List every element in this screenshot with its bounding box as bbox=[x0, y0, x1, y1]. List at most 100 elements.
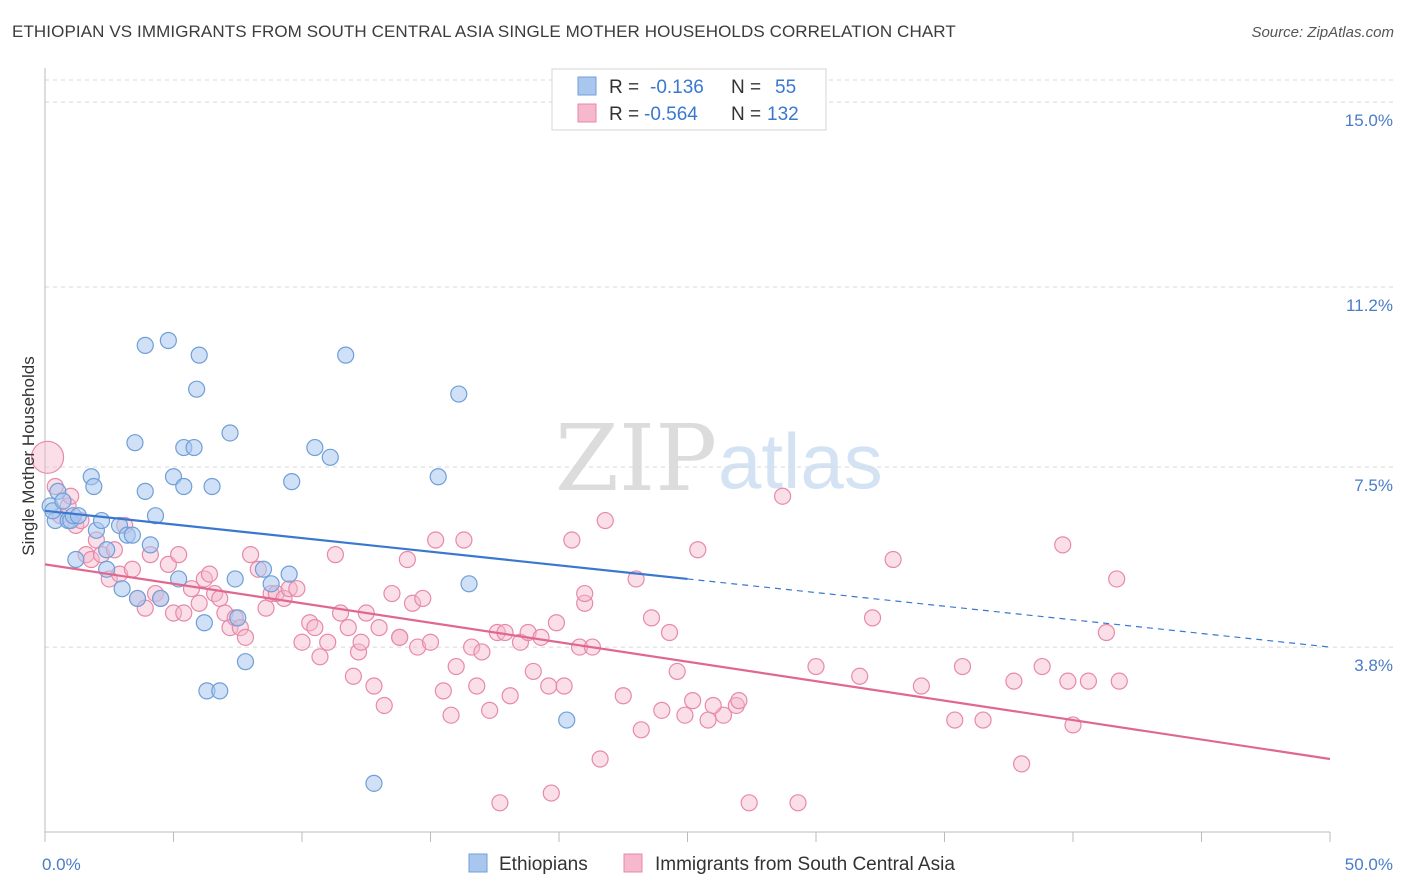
point-immigrants bbox=[576, 584, 594, 603]
point-immigrants bbox=[591, 750, 609, 768]
point-immigrants bbox=[288, 580, 306, 598]
point-immigrants bbox=[200, 565, 219, 583]
point-immigrants bbox=[946, 711, 964, 729]
point-ethiopians bbox=[67, 550, 85, 569]
point-ethiopians bbox=[226, 570, 244, 588]
point-immigrants bbox=[236, 628, 255, 646]
point-immigrants bbox=[1033, 657, 1051, 676]
point-immigrants bbox=[532, 628, 550, 646]
point-ethiopians bbox=[126, 434, 144, 452]
legend-n-label-ethiopians: N = bbox=[731, 77, 761, 98]
point-immigrants bbox=[383, 584, 401, 603]
point-immigrants bbox=[704, 696, 722, 715]
point-immigrants bbox=[427, 531, 445, 549]
point-ethiopians bbox=[460, 575, 478, 593]
point-immigrants bbox=[1012, 755, 1031, 773]
point-immigrants bbox=[293, 633, 311, 651]
legend-swatch-ethiopians bbox=[577, 76, 597, 96]
point-immigrants bbox=[211, 589, 229, 608]
point-ethiopians bbox=[211, 682, 229, 700]
legend-n-value-immigrants: 132 bbox=[767, 104, 799, 125]
point-immigrants bbox=[1110, 672, 1128, 690]
legend-swatch-immigrants bbox=[577, 103, 597, 123]
point-immigrants bbox=[863, 609, 882, 627]
point-immigrants bbox=[370, 619, 388, 637]
point-immigrants bbox=[344, 667, 362, 685]
point-immigrants bbox=[442, 706, 460, 724]
point-ethiopians bbox=[306, 438, 324, 457]
watermark-zip: ZIP bbox=[555, 405, 717, 512]
point-immigrants bbox=[676, 706, 694, 724]
point-ethiopians bbox=[188, 380, 206, 398]
point-ethiopians bbox=[450, 385, 468, 403]
point-immigrants bbox=[1097, 623, 1116, 642]
point-ethiopians bbox=[113, 580, 131, 598]
point-ethiopians bbox=[92, 511, 111, 530]
point-immigrants bbox=[851, 667, 869, 685]
point-immigrants bbox=[481, 701, 499, 719]
point-ethiopians bbox=[236, 653, 255, 671]
point-immigrants bbox=[740, 794, 758, 812]
point-immigrants bbox=[421, 633, 440, 651]
point-ethiopians bbox=[262, 575, 280, 593]
point-immigrants bbox=[319, 633, 337, 651]
point-immigrants bbox=[403, 594, 422, 612]
point-immigrants bbox=[555, 677, 573, 695]
point-ethiopians bbox=[98, 541, 116, 559]
top-legend-box bbox=[551, 68, 827, 131]
point-immigrants bbox=[540, 677, 558, 695]
point-ethiopians bbox=[136, 336, 154, 354]
point-immigrants bbox=[473, 643, 491, 661]
bottom-legend: Ethiopians Immigrants from South Central… bbox=[468, 853, 955, 875]
point-immigrants bbox=[974, 711, 992, 729]
point-immigrants bbox=[257, 599, 275, 617]
point-immigrants bbox=[684, 692, 702, 710]
point-immigrants bbox=[1079, 672, 1098, 690]
y-axis-title: Single Mother Households bbox=[19, 356, 38, 555]
point-immigrants bbox=[563, 531, 581, 549]
point-immigrants bbox=[434, 682, 452, 700]
x-tick-label-50: 50.0% bbox=[1345, 855, 1393, 874]
point-ethiopians bbox=[365, 774, 383, 792]
point-ethiopians bbox=[175, 477, 193, 496]
point-immigrants bbox=[339, 619, 357, 637]
point-immigrants bbox=[301, 614, 319, 632]
point-immigrants bbox=[447, 657, 465, 676]
point-immigrants bbox=[547, 614, 566, 632]
y-tick-label: 3.8% bbox=[1354, 656, 1393, 675]
point-immigrants bbox=[807, 657, 825, 676]
bottom-legend-swatch-ethiopians bbox=[468, 853, 488, 873]
bottom-legend-label-immigrants: Immigrants from South Central Asia bbox=[655, 854, 955, 875]
point-immigrants bbox=[524, 662, 542, 681]
point-immigrants bbox=[699, 711, 717, 729]
point-immigrants bbox=[632, 721, 650, 739]
chart-source: Source: ZipAtlas.com bbox=[1251, 24, 1394, 41]
point-immigrants bbox=[349, 643, 368, 661]
point-immigrants bbox=[306, 619, 324, 637]
legend-n-value-ethiopians: 55 bbox=[775, 77, 796, 98]
point-ethiopians bbox=[123, 526, 141, 544]
y-tick-label: 11.2% bbox=[1346, 296, 1393, 315]
point-immigrants bbox=[789, 794, 807, 812]
watermark-atlas: atlas bbox=[718, 417, 883, 505]
point-ethiopians bbox=[203, 477, 221, 496]
point-immigrants bbox=[542, 784, 560, 802]
point-immigrants bbox=[773, 487, 792, 505]
point-ethiopians bbox=[558, 711, 576, 729]
point-immigrants bbox=[668, 662, 686, 681]
point-ethiopians bbox=[283, 473, 301, 491]
point-ethiopians bbox=[254, 560, 273, 578]
bottom-legend-swatch-immigrants bbox=[623, 853, 643, 873]
point-immigrants bbox=[953, 657, 972, 676]
point-ethiopians bbox=[85, 477, 103, 496]
point-immigrants bbox=[463, 638, 481, 656]
y-tick-label: 15.0% bbox=[1345, 111, 1393, 130]
point-ethiopians bbox=[159, 331, 177, 350]
point-immigrants bbox=[170, 546, 188, 564]
legend-r-value-ethiopians: -0.136 bbox=[650, 77, 704, 98]
legend-r-label-immigrants: R = bbox=[609, 104, 639, 125]
point-ethiopians bbox=[146, 507, 165, 525]
point-immigrants bbox=[1059, 672, 1077, 690]
point-immigrants bbox=[501, 687, 519, 705]
